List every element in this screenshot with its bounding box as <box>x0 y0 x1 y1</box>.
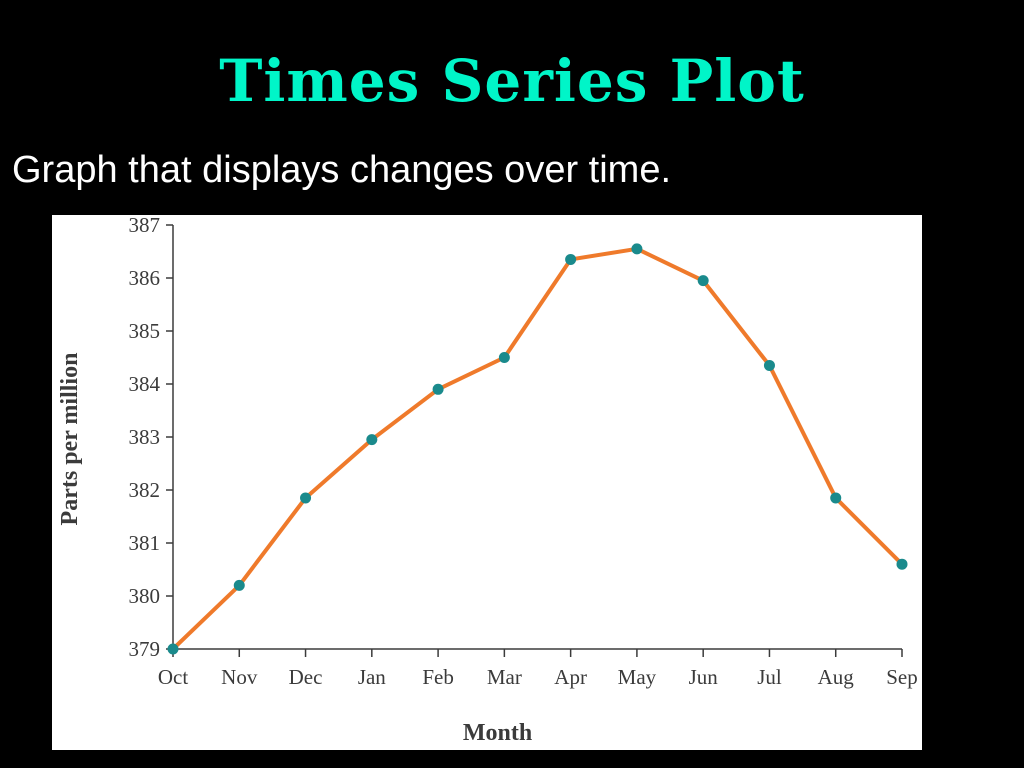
data-point <box>763 359 775 371</box>
slide-subtitle: Graph that displays changes over time. <box>12 149 672 191</box>
y-tick-label: 385 <box>129 319 161 343</box>
data-point <box>432 383 444 395</box>
x-tick-label: Dec <box>289 665 323 689</box>
x-tick-label: Oct <box>158 665 188 689</box>
y-tick-label: 383 <box>129 425 161 449</box>
y-tick-label: 380 <box>129 584 161 608</box>
data-point <box>300 492 312 504</box>
y-tick-label: 382 <box>129 478 161 502</box>
data-point <box>830 492 842 504</box>
x-tick-label: Jan <box>358 665 386 689</box>
data-point <box>565 253 577 265</box>
data-point <box>498 352 510 363</box>
x-tick-label: Sep <box>886 665 918 689</box>
data-point <box>366 434 378 446</box>
x-tick-label: Feb <box>422 665 454 689</box>
slide-title: Times Series Plot <box>219 47 805 115</box>
data-point <box>697 275 709 287</box>
x-tick-label: Aug <box>818 665 855 689</box>
data-point <box>233 579 245 591</box>
series-line <box>171 246 904 651</box>
x-tick-label: May <box>618 665 657 689</box>
x-tick-label: Jun <box>689 665 719 689</box>
y-tick-label: 379 <box>129 637 161 661</box>
x-tick-label: Nov <box>221 665 258 689</box>
data-point <box>631 243 643 255</box>
y-tick-label: 387 <box>129 215 161 237</box>
y-tick-label: 381 <box>129 531 161 555</box>
x-tick-label: Apr <box>554 665 587 689</box>
y-tick-label: 386 <box>129 266 161 290</box>
data-point <box>896 558 908 570</box>
data-point <box>167 643 179 655</box>
y-axis-title: Parts per million <box>57 353 83 526</box>
x-axis: Oct Nov Dec Jan Feb Mar Apr May Jun Jul Aug Sep <box>158 648 918 689</box>
line-chart: 379 380 381 382 383 384 385 386 387 Oct Nov Dec Jan… <box>57 215 918 746</box>
y-tick-label: 384 <box>129 372 161 396</box>
chart-panel: 379 380 381 382 383 384 385 386 387 Oct Nov Dec Jan… <box>52 215 922 750</box>
x-axis-title: Month <box>463 720 532 746</box>
y-axis: 379 380 381 382 383 384 385 386 387 <box>129 215 174 661</box>
x-tick-label: Mar <box>487 665 522 689</box>
x-tick-label: Jul <box>757 665 782 689</box>
series-ppm <box>167 243 908 655</box>
